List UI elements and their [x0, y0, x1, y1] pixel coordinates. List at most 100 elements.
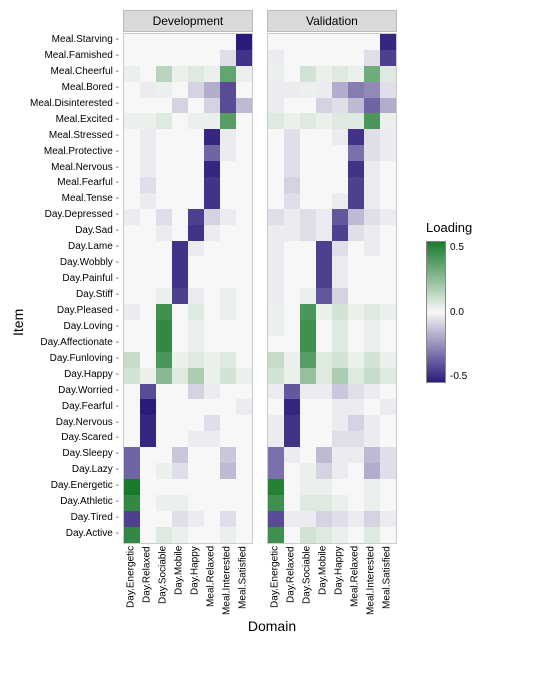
heatmap-cell — [268, 82, 284, 98]
heatmap-cell — [300, 241, 316, 257]
heatmap-cell — [172, 336, 188, 352]
heatmap-cell — [188, 272, 204, 288]
heatmap-cell — [156, 34, 172, 50]
heatmap-cell — [348, 352, 364, 368]
heatmap-cell — [172, 225, 188, 241]
heatmap-cell — [140, 98, 156, 114]
heatmap-cell — [348, 527, 364, 543]
heatmap-cell — [236, 225, 252, 241]
heatmap-cell — [316, 50, 332, 66]
heatmap-chart: Item Meal.StarvingMeal.FamishedMeal.Chee… — [10, 10, 548, 634]
heatmap-cell — [204, 447, 220, 463]
heatmap-cell — [380, 50, 396, 66]
heatmap-cell — [220, 463, 236, 479]
heatmap-cell — [188, 320, 204, 336]
heatmap-cell — [156, 527, 172, 543]
heatmap-cell — [268, 399, 284, 415]
heatmap-cell — [316, 336, 332, 352]
heatmap-grid — [123, 33, 253, 544]
heatmap-cell — [380, 113, 396, 129]
y-tick-label: Day.Scared — [30, 430, 119, 446]
heatmap-cell — [156, 415, 172, 431]
heatmap-cell — [268, 288, 284, 304]
heatmap-cell — [124, 129, 140, 145]
heatmap-cell — [332, 66, 348, 82]
heatmap-cell — [380, 145, 396, 161]
heatmap-cell — [300, 352, 316, 368]
heatmap-cell — [284, 304, 300, 320]
heatmap-cell — [220, 431, 236, 447]
y-tick-label: Meal.Cheerful — [30, 64, 119, 80]
heatmap-cell — [268, 209, 284, 225]
heatmap-cell — [380, 463, 396, 479]
y-tick-label: Meal.Nervous — [30, 160, 119, 176]
x-tick-label: Day.Mobile — [315, 546, 331, 615]
facet-panel: DevelopmentDay.EnergeticDay.RelaxedDay.S… — [123, 10, 253, 614]
heatmap-cell — [348, 368, 364, 384]
heatmap-cell — [380, 129, 396, 145]
heatmap-cell — [300, 209, 316, 225]
heatmap-cell — [348, 129, 364, 145]
heatmap-cell — [172, 98, 188, 114]
heatmap-cell — [172, 82, 188, 98]
heatmap-cell — [348, 431, 364, 447]
heatmap-cell — [332, 177, 348, 193]
heatmap-cell — [364, 50, 380, 66]
heatmap-cell — [188, 209, 204, 225]
heatmap-cell — [316, 399, 332, 415]
heatmap-cell — [268, 161, 284, 177]
heatmap-cell — [156, 82, 172, 98]
heatmap-cell — [380, 320, 396, 336]
heatmap-cell — [300, 415, 316, 431]
heatmap-cell — [380, 177, 396, 193]
heatmap-cell — [172, 161, 188, 177]
heatmap-cell — [364, 129, 380, 145]
heatmap-cell — [220, 256, 236, 272]
heatmap-cell — [348, 225, 364, 241]
heatmap-cell — [380, 82, 396, 98]
heatmap-cell — [284, 225, 300, 241]
heatmap-cell — [332, 384, 348, 400]
y-tick-label: Day.Loving — [30, 319, 119, 335]
heatmap-cell — [284, 336, 300, 352]
heatmap-cell — [172, 34, 188, 50]
y-tick-label: Day.Stiff — [30, 287, 119, 303]
heatmap-cell — [172, 511, 188, 527]
heatmap-cell — [188, 352, 204, 368]
heatmap-cell — [188, 368, 204, 384]
heatmap-cell — [332, 98, 348, 114]
legend-tick: 0.5 — [450, 242, 467, 253]
heatmap-cell — [348, 384, 364, 400]
heatmap-cell — [156, 193, 172, 209]
heatmap-cell — [172, 479, 188, 495]
heatmap-cell — [300, 479, 316, 495]
heatmap-cell — [172, 193, 188, 209]
heatmap-cell — [172, 368, 188, 384]
heatmap-cell — [284, 82, 300, 98]
heatmap-cell — [364, 113, 380, 129]
heatmap-cell — [332, 225, 348, 241]
heatmap-cell — [156, 272, 172, 288]
y-tick-label: Day.Wobbly — [30, 255, 119, 271]
heatmap-cell — [300, 34, 316, 50]
heatmap-cell — [188, 336, 204, 352]
x-tick-label: Day.Energetic — [267, 546, 283, 615]
main-plot-area: Meal.StarvingMeal.FamishedMeal.CheerfulM… — [30, 10, 414, 634]
heatmap-cell — [380, 272, 396, 288]
x-tick-label: Meal.Relaxed — [347, 546, 363, 615]
heatmap-cell — [268, 336, 284, 352]
heatmap-cell — [236, 368, 252, 384]
heatmap-cell — [204, 431, 220, 447]
heatmap-cell — [284, 145, 300, 161]
panel-header: Development — [123, 10, 253, 32]
heatmap-cell — [284, 463, 300, 479]
heatmap-cell — [172, 129, 188, 145]
heatmap-cell — [364, 177, 380, 193]
x-tick-label: Meal.Interested — [363, 546, 379, 615]
heatmap-cell — [220, 384, 236, 400]
heatmap-cell — [364, 272, 380, 288]
heatmap-cell — [172, 463, 188, 479]
heatmap-cell — [332, 256, 348, 272]
heatmap-cell — [220, 336, 236, 352]
heatmap-cell — [188, 527, 204, 543]
